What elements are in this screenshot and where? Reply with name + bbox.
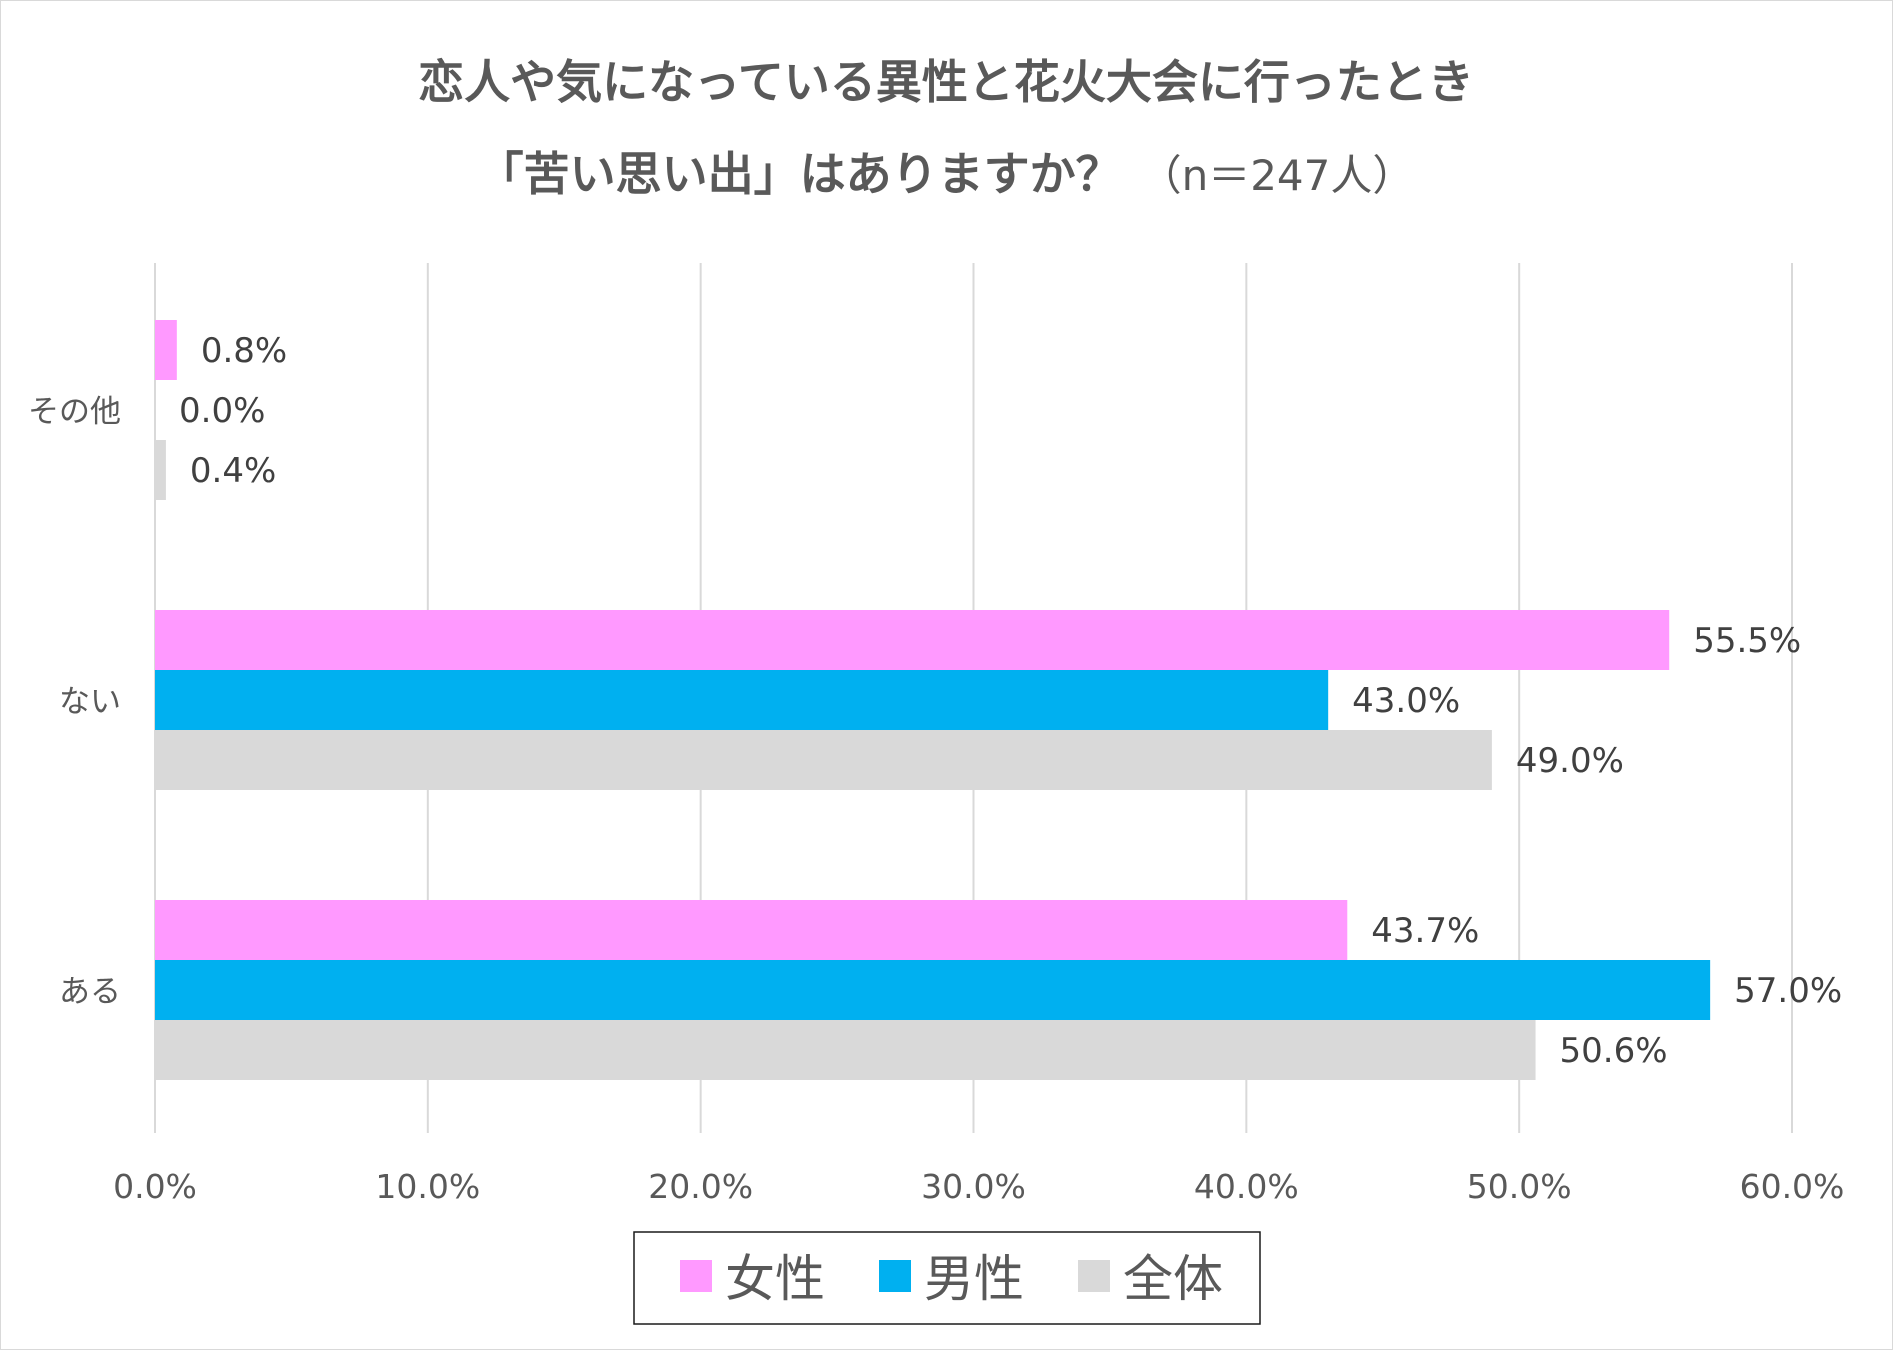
legend-swatch xyxy=(1078,1260,1110,1292)
x-tick-label: 0.0% xyxy=(113,1167,197,1206)
data-labels: 0.8% 0.0% 0.4% 55.5% 43.0% 49.0% 43.7% 57.0% 50.… xyxy=(179,331,1842,1071)
data-label: 43.7% xyxy=(1371,911,1479,951)
data-label: 0.8% xyxy=(201,331,287,371)
x-tick-label: 20.0% xyxy=(648,1167,753,1206)
data-label: 55.5% xyxy=(1693,621,1801,661)
data-label: 0.4% xyxy=(190,451,276,491)
legend-label: 男性 xyxy=(924,1250,1024,1308)
legend: 女性 男性 全体 xyxy=(633,1231,1261,1325)
x-tick-label: 40.0% xyxy=(1194,1167,1299,1206)
x-tick-label: 60.0% xyxy=(1740,1167,1845,1206)
x-tick-label: 50.0% xyxy=(1467,1167,1572,1206)
data-label: 0.0% xyxy=(179,391,265,431)
bar xyxy=(155,670,1329,730)
bar xyxy=(155,730,1492,790)
chart-sample-size: （n＝247人） xyxy=(1140,151,1415,200)
category-label: ない xyxy=(59,684,121,720)
legend-label: 全体 xyxy=(1123,1250,1223,1308)
chart-title-line2: 「苦い思い出」はありますか？ （n＝247人） xyxy=(478,147,1415,201)
data-label: 43.0% xyxy=(1352,681,1460,721)
bar xyxy=(155,610,1670,670)
category-label: その他 xyxy=(28,394,121,430)
chart-title-question: 「苦い思い出」はありますか？ xyxy=(478,147,1122,201)
value-axis: 0.0% 10.0% 20.0% 30.0% 40.0% 50.0% 60.0% xyxy=(113,1167,1844,1206)
chart-title-line1: 恋人や気になっている異性と花火大会に行ったとき xyxy=(418,55,1474,109)
data-label: 49.0% xyxy=(1516,741,1624,781)
legend-swatch xyxy=(680,1260,712,1292)
bar xyxy=(155,320,177,380)
bar xyxy=(155,1020,1536,1080)
data-label: 50.6% xyxy=(1560,1031,1668,1071)
bar xyxy=(155,440,166,500)
data-label: 57.0% xyxy=(1734,971,1842,1011)
bars xyxy=(155,320,1711,1080)
x-tick-label: 10.0% xyxy=(375,1167,480,1206)
bar xyxy=(155,900,1348,960)
x-tick-label: 30.0% xyxy=(921,1167,1026,1206)
category-label: ある xyxy=(59,974,121,1010)
legend-swatch xyxy=(879,1260,911,1292)
legend-box xyxy=(633,1231,1261,1325)
legend-label: 女性 xyxy=(725,1250,825,1308)
bar xyxy=(155,960,1711,1020)
